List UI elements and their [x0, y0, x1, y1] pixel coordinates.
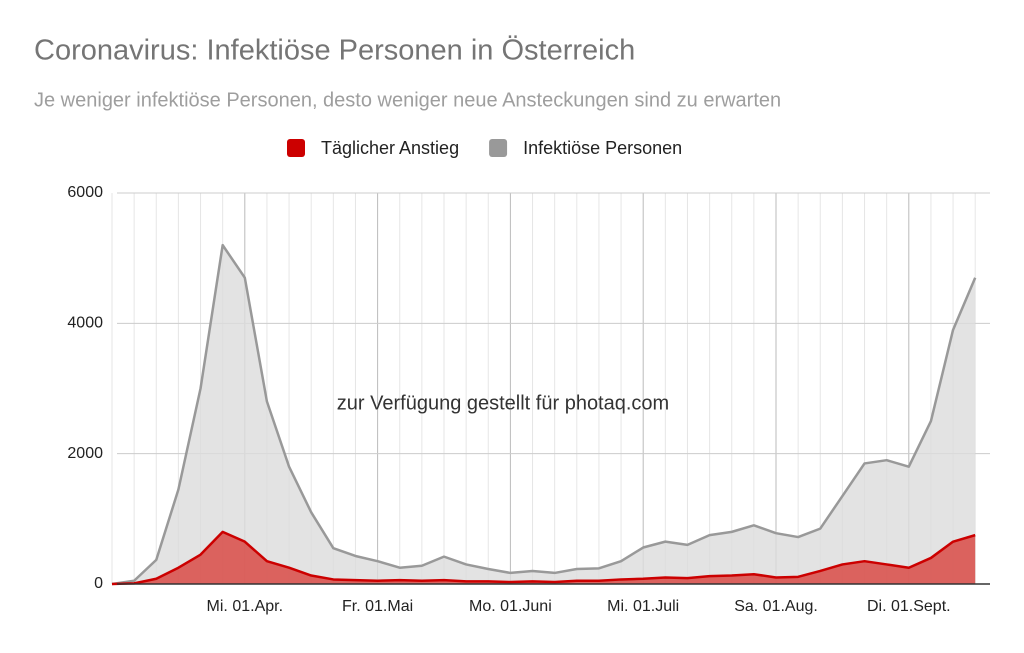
area-fill	[112, 531, 976, 584]
area-fill	[112, 245, 976, 584]
x-tick-label: Sa. 01.Aug.	[734, 598, 818, 615]
y-tick-label: 2000	[67, 445, 103, 462]
watermark: zur Verfügung gestellt für photaq.com	[337, 392, 669, 414]
legend-label: Täglicher Anstieg	[321, 138, 459, 158]
x-tick-label: Fr. 01.Mai	[342, 598, 413, 615]
area-line	[111, 243, 977, 586]
y-tick-label: 4000	[67, 315, 103, 332]
chart-title: Coronavirus: Infektiöse Personen in Öste…	[34, 35, 635, 67]
chart-subtitle: Je weniger infektiöse Personen, desto we…	[34, 89, 781, 111]
y-tick-label: 6000	[67, 184, 103, 201]
x-tick-label: Di. 01.Sept.	[867, 598, 951, 615]
legend-swatch	[287, 139, 305, 157]
y-tick-label: 0	[94, 575, 103, 592]
x-tick-label: Mi. 01.Apr.	[207, 598, 283, 615]
x-tick-label: Mo. 01.Juni	[469, 598, 552, 615]
legend-label: Infektiöse Personen	[523, 138, 682, 158]
x-tick-label: Mi. 01.Juli	[607, 598, 679, 615]
area-line	[111, 530, 976, 586]
legend-swatch	[489, 139, 508, 157]
